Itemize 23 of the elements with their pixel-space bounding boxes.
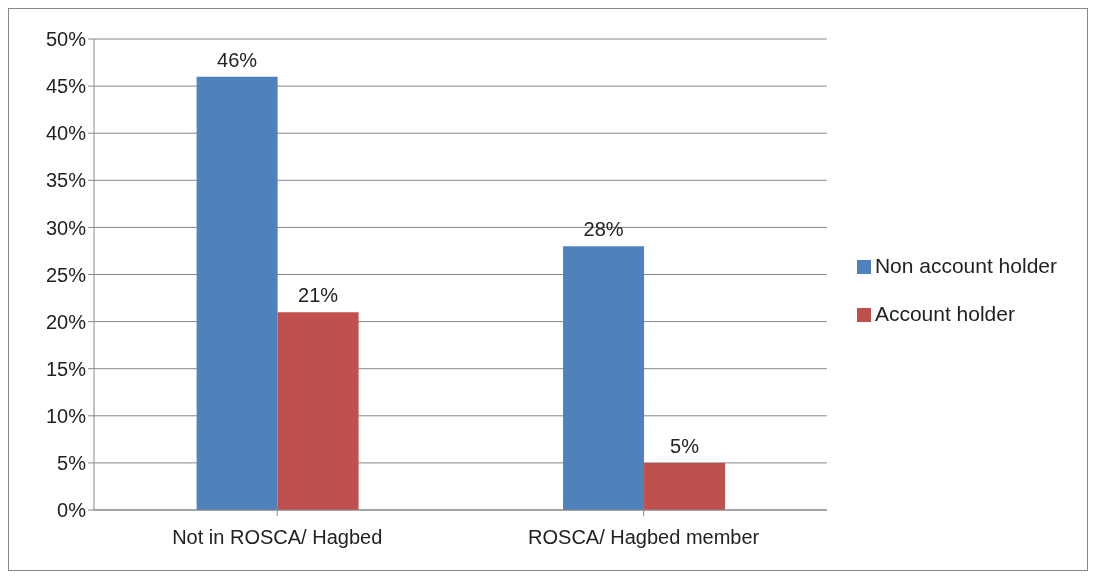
legend-label: Non account holder (874, 253, 1057, 277)
y-tick-label: 30% (45, 216, 87, 239)
data-label: 21% (298, 284, 339, 307)
data-label: 46% (217, 48, 258, 71)
y-tick-label: 35% (45, 169, 87, 192)
y-tick-label: 50% (45, 28, 87, 51)
bar (644, 462, 726, 510)
data-label: 5% (670, 434, 700, 457)
y-tick-label: 20% (45, 310, 87, 333)
y-tick-label: 0% (57, 499, 87, 522)
bar (277, 312, 359, 510)
legend-label: Account holder (874, 301, 1015, 325)
y-tick-label: 25% (45, 263, 87, 286)
y-tick-label: 40% (45, 122, 87, 145)
bar (563, 246, 645, 510)
y-tick-label: 10% (45, 404, 87, 427)
y-tick-label: 45% (45, 75, 87, 98)
data-label: 28% (583, 218, 624, 241)
x-tick-label: Not in ROSCA/ Hagbed (172, 526, 383, 549)
bar (196, 76, 278, 510)
y-tick-label: 15% (45, 357, 87, 380)
x-tick-label: ROSCA/ Hagbed member (528, 526, 760, 549)
y-tick-label: 5% (57, 452, 87, 474)
